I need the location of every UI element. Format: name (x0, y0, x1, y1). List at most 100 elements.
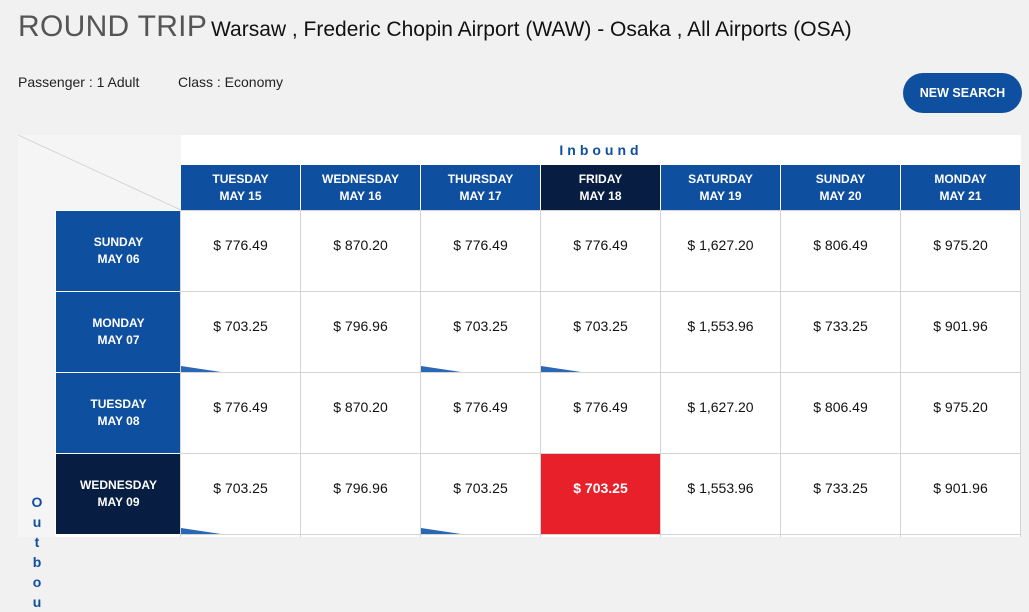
inbound-day-header[interactable]: FRIDAY MAY 18 (541, 165, 660, 210)
outbound-letter: u (32, 594, 42, 610)
inbound-day-name: FRIDAY (578, 171, 623, 186)
inbound-day-header[interactable]: SUNDAY MAY 20 (781, 165, 900, 210)
fare-cell[interactable]: $ 703.25 (181, 454, 300, 534)
fare-price: $ 901.96 (933, 318, 988, 334)
inbound-day-name: WEDNESDAY (322, 171, 399, 186)
fare-price: $ 870.20 (333, 237, 388, 253)
fare-cell[interactable]: $ 703.25 (421, 292, 540, 372)
grid-divider (181, 291, 1021, 292)
grid-divider (181, 453, 1021, 454)
fare-price: $ 703.25 (213, 480, 268, 496)
grid-divider (1020, 210, 1021, 537)
grid-divider (660, 210, 661, 537)
grid-divider (180, 210, 181, 537)
trip-type-title: ROUND TRIP (18, 10, 208, 43)
fare-price: $ 1,553.96 (687, 480, 754, 496)
grid-divider (181, 534, 1021, 535)
fare-cell[interactable]: $ 703.25 (181, 292, 300, 372)
fare-cell[interactable]: $ 776.49 (421, 373, 540, 453)
fare-cell[interactable]: $ 776.49 (541, 211, 660, 291)
fare-cell[interactable]: $ 733.25 (781, 454, 900, 534)
inbound-day-date: MAY 15 (219, 188, 262, 203)
fare-cell[interactable]: $ 870.20 (301, 211, 420, 291)
outbound-day-date: MAY 06 (97, 252, 140, 266)
fare-price: $ 796.96 (333, 318, 388, 334)
fare-cell[interactable]: $ 703.25 (421, 454, 540, 534)
fare-cell[interactable]: $ 733.25 (781, 292, 900, 372)
outbound-day-header[interactable]: MONDAY MAY 07 (56, 292, 181, 372)
fare-price: $ 733.25 (813, 318, 868, 334)
fare-cell[interactable]: $ 870.20 (301, 373, 420, 453)
fare-price: $ 870.20 (333, 399, 388, 415)
outbound-letter: b (32, 554, 42, 570)
fare-marker-icon (181, 366, 221, 372)
fare-marker-icon (541, 366, 581, 372)
fare-price: $ 796.96 (333, 480, 388, 496)
outbound-letter: u (32, 514, 42, 530)
fare-price: $ 703.25 (573, 318, 628, 334)
inbound-day-header[interactable]: TUESDAY MAY 15 (181, 165, 300, 210)
inbound-day-date: MAY 20 (819, 188, 862, 203)
new-search-button[interactable]: NEW SEARCH (903, 73, 1022, 113)
inbound-day-name: TUESDAY (212, 171, 269, 186)
fare-price: $ 975.20 (933, 399, 988, 415)
inbound-day-date: MAY 17 (459, 188, 502, 203)
grid-divider (420, 210, 421, 537)
fare-price: $ 703.25 (213, 318, 268, 334)
fare-cell[interactable]: $ 1,627.20 (661, 373, 780, 453)
outbound-day-header[interactable]: SUNDAY MAY 06 (56, 211, 181, 291)
fare-cell[interactable]: $ 1,553.96 (661, 454, 780, 534)
fare-price: $ 776.49 (573, 399, 628, 415)
fare-cell[interactable]: $ 975.20 (901, 373, 1020, 453)
outbound-day-name: SUNDAY (93, 235, 144, 249)
inbound-day-name: THURSDAY (447, 171, 514, 186)
fare-cell[interactable]: $ 796.96 (301, 292, 420, 372)
inbound-day-date: MAY 21 (939, 188, 982, 203)
fare-cell[interactable]: $ 776.49 (421, 211, 540, 291)
fare-cell[interactable]: $ 703.25 (541, 292, 660, 372)
fare-price: $ 1,553.96 (687, 318, 754, 334)
fare-cell[interactable]: $ 806.49 (781, 211, 900, 291)
fare-cell[interactable]: $ 776.49 (181, 211, 300, 291)
outbound-day-date: MAY 07 (97, 333, 140, 347)
inbound-day-header[interactable]: MONDAY MAY 21 (901, 165, 1020, 210)
inbound-day-header[interactable]: WEDNESDAY MAY 16 (301, 165, 420, 210)
route-title: Warsaw , Frederic Chopin Airport (WAW) -… (211, 18, 852, 41)
outbound-day-name: TUESDAY (90, 397, 147, 411)
fare-cell[interactable]: $ 975.20 (901, 211, 1020, 291)
grid-divider (181, 372, 1021, 373)
corner-diagonal-line (18, 135, 181, 210)
outbound-day-header[interactable]: TUESDAY MAY 08 (56, 373, 181, 453)
passenger-info: Passenger : 1 Adult (18, 74, 140, 90)
outbound-day-header[interactable]: WEDNESDAY MAY 09 (56, 454, 181, 534)
outbound-letter: o (32, 574, 42, 590)
inbound-day-name: MONDAY (934, 171, 987, 186)
fare-cell[interactable]: $ 703.25 (541, 454, 660, 534)
fare-cell[interactable]: $ 1,553.96 (661, 292, 780, 372)
fare-price: $ 703.25 (453, 480, 508, 496)
fare-cell[interactable]: $ 776.49 (181, 373, 300, 453)
fare-price: $ 776.49 (453, 399, 508, 415)
grid-divider (300, 210, 301, 537)
fare-cell[interactable]: $ 901.96 (901, 454, 1020, 534)
fare-price: $ 806.49 (813, 237, 868, 253)
fare-price: $ 733.25 (813, 480, 868, 496)
inbound-day-name: SUNDAY (815, 171, 866, 186)
outbound-letter: t (34, 534, 40, 550)
fare-cell[interactable]: $ 796.96 (301, 454, 420, 534)
inbound-day-date: MAY 19 (699, 188, 742, 203)
outbound-day-date: MAY 09 (97, 495, 140, 509)
fare-price: $ 1,627.20 (687, 399, 754, 415)
fare-price: $ 703.25 (453, 318, 508, 334)
fare-price: $ 776.49 (213, 237, 268, 253)
fare-cell[interactable]: $ 806.49 (781, 373, 900, 453)
grid-divider (900, 210, 901, 537)
fare-marker-icon (181, 528, 221, 534)
inbound-day-header[interactable]: THURSDAY MAY 17 (421, 165, 540, 210)
grid-corner (18, 135, 181, 210)
fare-price: $ 776.49 (573, 237, 628, 253)
inbound-day-header[interactable]: SATURDAY MAY 19 (661, 165, 780, 210)
fare-cell[interactable]: $ 1,627.20 (661, 211, 780, 291)
fare-cell[interactable]: $ 901.96 (901, 292, 1020, 372)
fare-cell[interactable]: $ 776.49 (541, 373, 660, 453)
